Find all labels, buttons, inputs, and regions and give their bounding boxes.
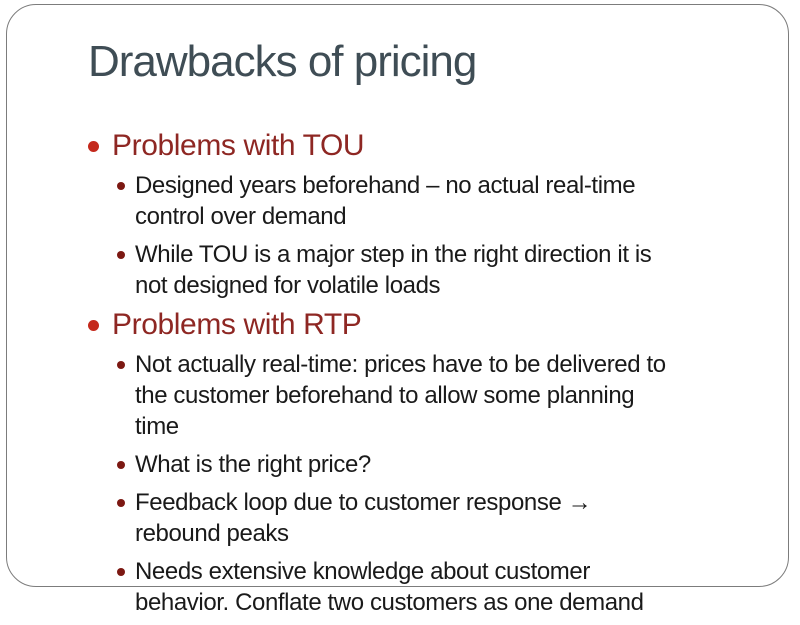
bullet-dot-icon xyxy=(88,320,99,331)
bullet-text: Needs extensive knowledge about customer… xyxy=(135,558,644,616)
bullet-text: What is the right price? xyxy=(135,451,371,478)
bullet-item-problems-tou: Problems with TOU xyxy=(88,129,783,163)
bullet-item-designed-beforehand: Designed years beforehand – no actual re… xyxy=(117,170,783,232)
bullet-text: While TOU is a major step in the right d… xyxy=(135,241,652,299)
bullet-dot-icon xyxy=(117,499,125,507)
bullet-text: Designed years beforehand – no actual re… xyxy=(135,172,636,230)
bullet-text: Feedback loop due to customer response →… xyxy=(135,489,592,547)
bullet-item-right-price: What is the right price? xyxy=(117,449,783,480)
bullet-item-feedback-loop: Feedback loop due to customer response →… xyxy=(117,487,783,549)
bullet-dot-icon xyxy=(117,182,125,190)
bullet-text: Not actually real-time: prices have to b… xyxy=(135,351,666,440)
bullet-text: Problems with TOU xyxy=(112,129,365,162)
bullet-item-not-actually-realtime: Not actually real-time: prices have to b… xyxy=(117,349,783,442)
bullet-dot-icon xyxy=(117,251,125,259)
bullet-dot-icon xyxy=(117,361,125,369)
bullet-list: Problems with TOU Designed years beforeh… xyxy=(88,129,783,625)
slide-title: Drawbacks of pricing xyxy=(88,37,477,86)
slide: Drawbacks of pricing Problems with TOU D… xyxy=(6,4,789,616)
bullet-text: Problems with RTP xyxy=(112,308,362,341)
bullet-dot-icon xyxy=(117,461,125,469)
bullet-item-tou-major-step: While TOU is a major step in the right d… xyxy=(117,239,783,301)
bullet-item-customer-knowledge: Needs extensive knowledge about customer… xyxy=(117,556,783,618)
bullet-dot-icon xyxy=(117,568,125,576)
bullet-item-problems-rtp: Problems with RTP xyxy=(88,308,783,342)
bullet-dot-icon xyxy=(88,141,99,152)
